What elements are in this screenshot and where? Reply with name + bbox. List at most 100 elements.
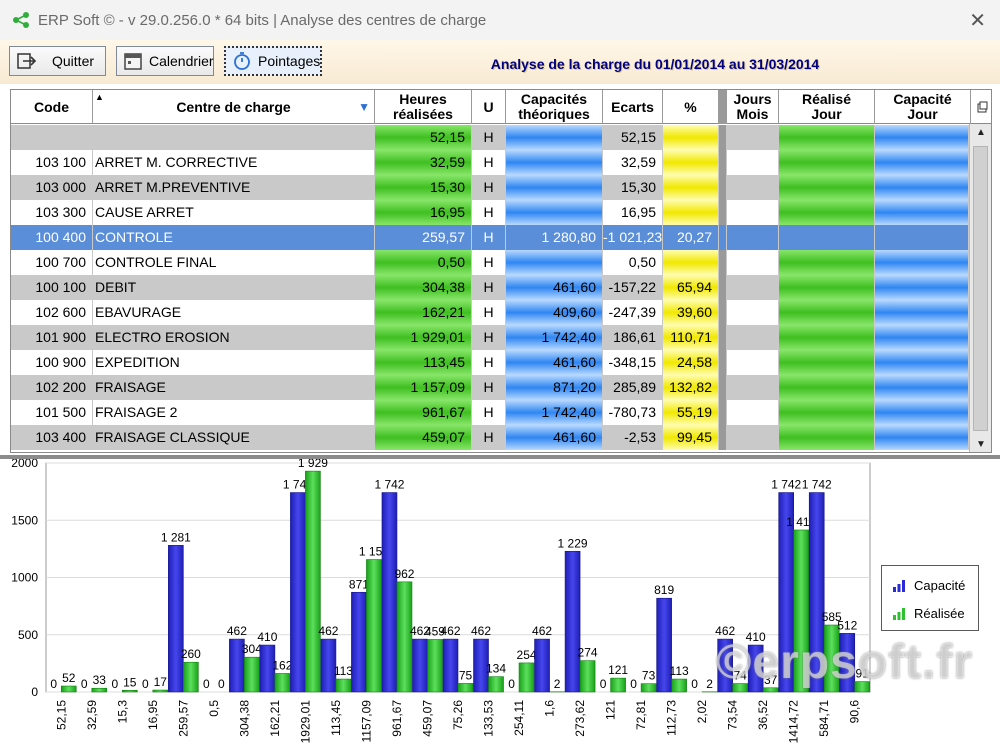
cell-empty[interactable] xyxy=(727,275,779,300)
cell-empty[interactable] xyxy=(875,175,969,200)
cell-empty[interactable] xyxy=(779,275,875,300)
cell-cap[interactable]: 461,60 xyxy=(506,350,603,375)
cell-centre[interactable]: CONTROLE FINAL xyxy=(93,250,375,275)
cell-pct[interactable]: 39,60 xyxy=(663,300,719,325)
cell-cap[interactable] xyxy=(506,150,603,175)
cell-cap[interactable]: 409,60 xyxy=(506,300,603,325)
cell-heures[interactable]: 113,45 xyxy=(375,350,472,375)
header-realise[interactable]: Réalisé Jour xyxy=(779,90,875,124)
cell-empty[interactable] xyxy=(875,350,969,375)
cell-ecart[interactable]: -780,73 xyxy=(603,400,663,425)
cell-pct[interactable]: 24,58 xyxy=(663,350,719,375)
cell-cap[interactable]: 461,60 xyxy=(506,425,603,450)
cell-empty[interactable] xyxy=(875,400,969,425)
cell-u[interactable]: H xyxy=(472,250,506,275)
header-capacites[interactable]: Capacités théoriques xyxy=(506,90,603,124)
cell-pct[interactable] xyxy=(663,150,719,175)
cell-code[interactable] xyxy=(11,125,93,150)
cell-u[interactable]: H xyxy=(472,300,506,325)
cell-heures[interactable]: 15,30 xyxy=(375,175,472,200)
calendar-button[interactable]: Calendrier xyxy=(116,46,214,76)
vertical-scrollbar[interactable]: ▲ ▼ xyxy=(969,124,991,452)
cell-empty[interactable] xyxy=(727,125,779,150)
cell-empty[interactable] xyxy=(719,325,727,350)
cell-pct[interactable]: 99,45 xyxy=(663,425,719,450)
cell-ecart[interactable]: 285,89 xyxy=(603,375,663,400)
cell-ecart[interactable]: 0,50 xyxy=(603,250,663,275)
cell-ecart[interactable]: -348,15 xyxy=(603,350,663,375)
table-row[interactable]: 100 900 EXPEDITION 113,45 H 461,60 -348,15 24,… xyxy=(11,350,969,375)
cell-heures[interactable]: 961,67 xyxy=(375,400,472,425)
table-row[interactable]: 101 900 ELECTRO EROSION 1 929,01 H 1 742,40 1… xyxy=(11,325,969,350)
cell-code[interactable]: 102 200 xyxy=(11,375,93,400)
cell-empty[interactable] xyxy=(727,350,779,375)
cell-u[interactable]: H xyxy=(472,350,506,375)
cell-ecart[interactable]: 186,61 xyxy=(603,325,663,350)
cell-ecart[interactable]: 15,30 xyxy=(603,175,663,200)
cell-empty[interactable] xyxy=(719,400,727,425)
cell-empty[interactable] xyxy=(779,375,875,400)
cell-code[interactable]: 100 900 xyxy=(11,350,93,375)
cell-code[interactable]: 103 400 xyxy=(11,425,93,450)
cell-empty[interactable] xyxy=(727,175,779,200)
cell-empty[interactable] xyxy=(727,400,779,425)
cell-empty[interactable] xyxy=(875,425,969,450)
cell-u[interactable]: H xyxy=(472,375,506,400)
cell-empty[interactable] xyxy=(875,325,969,350)
header-heures[interactable]: Heures réalisées xyxy=(375,90,472,124)
cell-pct[interactable]: 65,94 xyxy=(663,275,719,300)
cell-cap[interactable]: 461,60 xyxy=(506,275,603,300)
cell-code[interactable]: 103 000 xyxy=(11,175,93,200)
cell-u[interactable]: H xyxy=(472,125,506,150)
header-capacite[interactable]: Capacité Jour xyxy=(875,90,971,124)
cell-heures[interactable]: 32,59 xyxy=(375,150,472,175)
cell-centre[interactable]: CAUSE ARRET xyxy=(93,200,375,225)
cell-heures[interactable]: 0,50 xyxy=(375,250,472,275)
cell-cap[interactable]: 1 280,80 xyxy=(506,225,603,250)
cell-ecart[interactable]: -2,53 xyxy=(603,425,663,450)
cell-pct[interactable] xyxy=(663,125,719,150)
cell-ecart[interactable]: -157,22 xyxy=(603,275,663,300)
panel-splitter[interactable] xyxy=(0,455,1000,459)
header-code[interactable]: Code xyxy=(11,90,93,124)
scroll-down-icon[interactable]: ▼ xyxy=(976,439,986,450)
quit-button[interactable]: Quitter xyxy=(9,46,106,76)
cell-empty[interactable] xyxy=(779,300,875,325)
table-row[interactable]: 103 000 ARRET M.PREVENTIVE 15,30 H 15,30 xyxy=(11,175,969,200)
cell-empty[interactable] xyxy=(727,325,779,350)
cell-empty[interactable] xyxy=(875,375,969,400)
cell-centre[interactable]: ARRET M. CORRECTIVE xyxy=(93,150,375,175)
cell-cap[interactable] xyxy=(506,250,603,275)
cell-empty[interactable] xyxy=(719,200,727,225)
header-u[interactable]: U xyxy=(472,90,506,124)
cell-empty[interactable] xyxy=(727,225,779,250)
cell-pct[interactable]: 110,71 xyxy=(663,325,719,350)
table-row[interactable]: 102 600 EBAVURAGE 162,21 H 409,60 -247,39 39,6… xyxy=(11,300,969,325)
cell-code[interactable]: 101 900 xyxy=(11,325,93,350)
cell-centre[interactable]: EBAVURAGE xyxy=(93,300,375,325)
cell-empty[interactable] xyxy=(719,275,727,300)
cell-pct[interactable]: 55,19 xyxy=(663,400,719,425)
cell-empty[interactable] xyxy=(779,125,875,150)
column-chooser-icon[interactable] xyxy=(971,90,991,124)
cell-heures[interactable]: 1 157,09 xyxy=(375,375,472,400)
cell-pct[interactable]: 132,82 xyxy=(663,375,719,400)
cell-pct[interactable] xyxy=(663,200,719,225)
cell-empty[interactable] xyxy=(875,300,969,325)
cell-u[interactable]: H xyxy=(472,175,506,200)
cell-empty[interactable] xyxy=(727,300,779,325)
cell-empty[interactable] xyxy=(719,425,727,450)
cell-centre[interactable]: DEBIT xyxy=(93,275,375,300)
cell-pct[interactable]: 20,27 xyxy=(663,225,719,250)
cell-cap[interactable] xyxy=(506,200,603,225)
cell-centre[interactable]: ELECTRO EROSION xyxy=(93,325,375,350)
cell-centre[interactable]: ARRET M.PREVENTIVE xyxy=(93,175,375,200)
cell-code[interactable]: 101 500 xyxy=(11,400,93,425)
scroll-thumb[interactable] xyxy=(973,146,988,431)
table-row[interactable]: 101 500 FRAISAGE 2 961,67 H 1 742,40 -780,73 5… xyxy=(11,400,969,425)
cell-heures[interactable]: 459,07 xyxy=(375,425,472,450)
cell-u[interactable]: H xyxy=(472,200,506,225)
cell-empty[interactable] xyxy=(727,150,779,175)
cell-empty[interactable] xyxy=(779,400,875,425)
cell-empty[interactable] xyxy=(727,200,779,225)
